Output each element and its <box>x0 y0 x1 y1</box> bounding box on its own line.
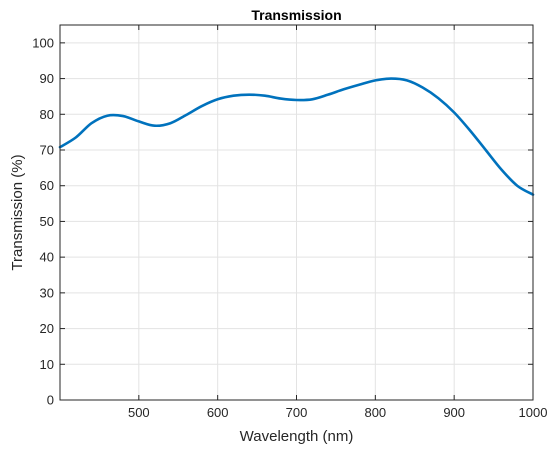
grid-lines <box>60 25 534 401</box>
x-tick-label: 900 <box>443 405 465 420</box>
x-tick-label: 800 <box>364 405 386 420</box>
y-tick-label: 0 <box>47 393 54 408</box>
x-tick-label: 600 <box>207 405 229 420</box>
y-axis-label: Transmission (%) <box>9 154 26 270</box>
series-line <box>58 77 535 196</box>
tick-layer: 500 600 700 800 900 1000 0 10 20 30 40 50 60 70 80 90 10… <box>32 25 547 420</box>
y-tick-label: 100 <box>32 35 54 50</box>
y-tick-label: 30 <box>40 285 54 300</box>
y-tick-label: 70 <box>40 143 54 158</box>
x-tick-label: 1000 <box>519 405 548 420</box>
chart-title: Transmission <box>251 7 341 23</box>
y-tick-label: 10 <box>40 357 54 372</box>
y-tick-label: 50 <box>40 214 54 229</box>
series-layer <box>58 77 535 196</box>
y-tick-label: 90 <box>40 71 54 86</box>
y-tick-label: 60 <box>40 178 54 193</box>
y-tick-label: 40 <box>40 250 54 265</box>
y-tick-label: 20 <box>40 321 54 336</box>
x-tick-label: 700 <box>286 405 308 420</box>
x-axis-label: Wavelength (nm) <box>240 428 354 445</box>
y-tick-label: 80 <box>40 107 54 122</box>
x-tick-label: 500 <box>128 405 150 420</box>
